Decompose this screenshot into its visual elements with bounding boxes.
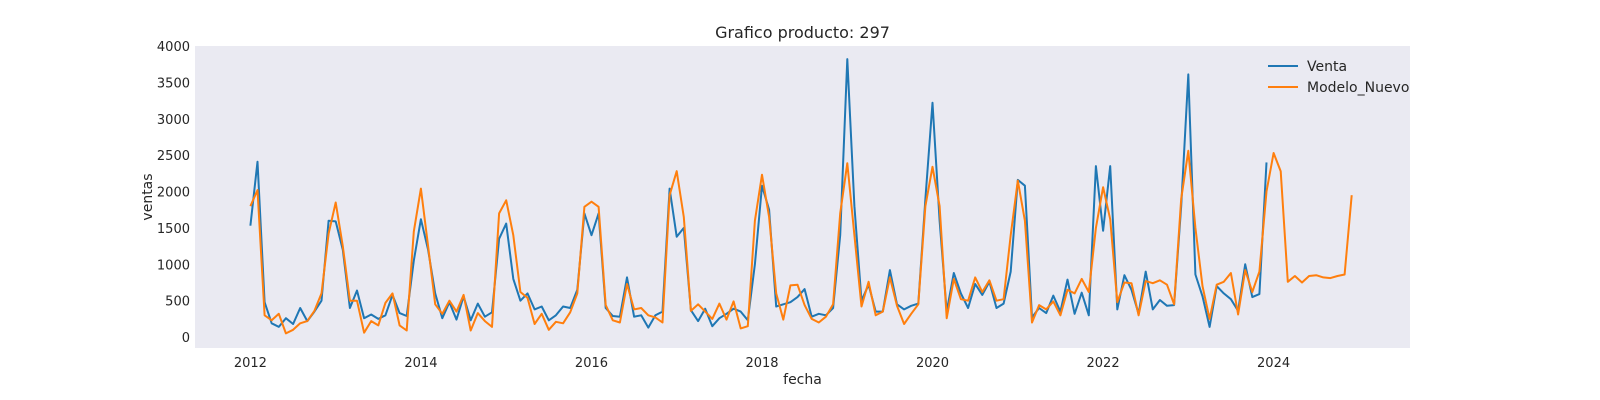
x-tick-label: 2012 bbox=[234, 356, 267, 371]
y-tick-label: 3500 bbox=[157, 76, 190, 91]
x-tick-label: 2014 bbox=[404, 356, 437, 371]
y-axis: 0 500 1000 1500 2000 2500 3000 3500 4000 bbox=[157, 40, 190, 346]
y-tick-label: 4000 bbox=[157, 40, 190, 55]
x-tick-label: 2024 bbox=[1257, 356, 1290, 371]
series-lines bbox=[249, 58, 1353, 335]
legend-entry-1: Modelo_Nuevo bbox=[1307, 80, 1409, 96]
y-tick-label: 0 bbox=[182, 331, 190, 346]
legend: Venta Modelo_Nuevo bbox=[1268, 59, 1409, 96]
x-tick-label: 2022 bbox=[1087, 356, 1120, 371]
legend-entry-0: Venta bbox=[1307, 59, 1347, 75]
chart-title: Grafico producto: 297 bbox=[715, 23, 890, 42]
x-axis-label: fecha bbox=[783, 372, 822, 388]
x-tick-label: 2016 bbox=[575, 356, 608, 371]
y-tick-label: 1500 bbox=[157, 222, 190, 237]
series-line-1 bbox=[249, 149, 1353, 335]
series-line-0 bbox=[249, 58, 1268, 329]
y-axis-label: ventas bbox=[140, 173, 156, 220]
y-tick-label: 2000 bbox=[157, 186, 190, 201]
plot-area bbox=[195, 46, 1410, 348]
x-tick-label: 2018 bbox=[745, 356, 778, 371]
y-tick-label: 1000 bbox=[157, 258, 190, 273]
y-tick-label: 3000 bbox=[157, 113, 190, 128]
x-tick-label: 2020 bbox=[916, 356, 949, 371]
x-axis: 2012 2014 2016 2018 2020 2022 2024 bbox=[234, 356, 1290, 371]
y-tick-label: 500 bbox=[165, 295, 190, 310]
y-tick-label: 2500 bbox=[157, 149, 190, 164]
